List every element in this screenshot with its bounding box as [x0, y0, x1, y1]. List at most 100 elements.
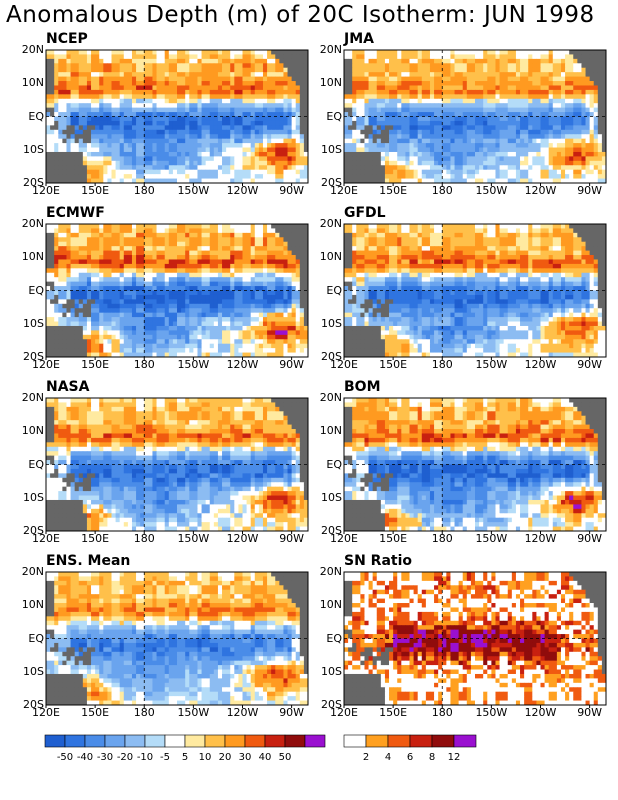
heatmap-cell: [536, 169, 541, 175]
heatmap-cell: [393, 178, 398, 184]
heatmap-cell: [536, 120, 541, 126]
heatmap-cell: [205, 63, 211, 69]
heatmap-cell: [446, 156, 451, 162]
heatmap-cell: [230, 94, 235, 100]
heatmap-cell: [295, 112, 301, 117]
heatmap-cell: [226, 156, 231, 162]
heatmap-cell: [136, 272, 141, 278]
heatmap-cell: [524, 165, 529, 171]
heatmap-cell: [160, 178, 166, 184]
heatmap-cell: [238, 151, 243, 157]
heatmap-cell: [66, 241, 71, 247]
heatmap-cell: [271, 228, 276, 234]
heatmap-cell: [262, 224, 268, 229]
heatmap-cell: [193, 255, 198, 260]
heatmap-cell: [287, 268, 293, 274]
heatmap-cell: [540, 125, 545, 131]
heatmap-cell: [144, 174, 149, 179]
heatmap-cell: [528, 160, 533, 166]
heatmap-cell: [197, 94, 202, 100]
heatmap-cell: [209, 151, 215, 157]
heatmap-cell: [376, 112, 382, 117]
heatmap-cell: [70, 81, 76, 86]
heatmap-cell: [107, 156, 112, 162]
heatmap-cell: [136, 237, 141, 243]
heatmap-cell: [479, 134, 484, 140]
heatmap-cell: [511, 156, 517, 162]
heatmap-cell: [46, 116, 51, 122]
heatmap-cell: [136, 178, 141, 184]
heatmap-cell: [164, 85, 170, 91]
heatmap-cell: [569, 129, 574, 135]
heatmap-cell: [62, 94, 67, 100]
heatmap-cell: [429, 81, 435, 86]
heatmap-cell: [364, 89, 369, 95]
heatmap-cell: [287, 63, 293, 69]
heatmap-cell: [544, 98, 550, 104]
heatmap-cell: [258, 268, 264, 274]
heatmap-cell: [254, 277, 260, 283]
heatmap-cell: [299, 241, 305, 247]
heatmap-cell: [205, 112, 211, 117]
heatmap-cell: [454, 160, 460, 166]
heatmap-cell: [127, 299, 133, 305]
heatmap-cell: [536, 76, 541, 82]
heatmap-cell: [127, 116, 133, 122]
heatmap-cell: [262, 160, 268, 166]
heatmap-cell: [152, 277, 157, 283]
heatmap-cell: [185, 147, 190, 153]
heatmap-cell: [397, 63, 402, 69]
heatmap-cell: [156, 281, 162, 287]
heatmap-cell: [573, 54, 578, 60]
heatmap-cell: [148, 294, 153, 300]
heatmap-cell: [299, 147, 305, 153]
heatmap-cell: [560, 103, 566, 109]
heatmap-cell: [234, 98, 239, 104]
heatmap-cell: [78, 165, 84, 171]
heatmap-cell: [303, 98, 309, 104]
heatmap-cell: [560, 50, 566, 55]
heatmap-cell: [405, 81, 410, 86]
heatmap-cell: [193, 224, 198, 229]
heatmap-cell: [475, 50, 480, 55]
heatmap-cell: [119, 286, 125, 291]
heatmap-cell: [119, 116, 125, 122]
heatmap-cell: [217, 255, 223, 260]
heatmap-cell: [156, 259, 162, 265]
heatmap-cell: [299, 85, 305, 91]
heatmap-cell: [283, 237, 288, 243]
heatmap-cell: [262, 174, 268, 179]
heatmap-cell: [356, 98, 361, 104]
heatmap-cell: [91, 134, 96, 140]
heatmap-cell: [197, 125, 202, 131]
heatmap-cell: [450, 81, 455, 86]
heatmap-cell: [115, 138, 121, 144]
heatmap-cell: [389, 50, 394, 55]
heatmap-cell: [552, 81, 558, 86]
heatmap-cell: [82, 94, 88, 100]
heatmap-cell: [213, 143, 219, 148]
heatmap-cell: [127, 112, 133, 117]
heatmap-cell: [581, 165, 586, 171]
heatmap-cell: [389, 134, 394, 140]
heatmap-cell: [450, 138, 455, 144]
heatmap-cell: [434, 50, 439, 55]
heatmap-cell: [140, 255, 145, 260]
heatmap-cell: [119, 134, 125, 140]
heatmap-cell: [70, 299, 76, 305]
heatmap-cell: [164, 72, 170, 77]
heatmap-cell: [499, 160, 505, 166]
heatmap-cell: [372, 178, 378, 184]
heatmap-cell: [201, 290, 207, 296]
heatmap-cell: [495, 151, 500, 157]
heatmap-cell: [177, 129, 182, 135]
heatmap-cell: [185, 160, 190, 166]
heatmap-cell: [136, 58, 141, 64]
heatmap-cell: [376, 54, 382, 60]
heatmap-cell: [560, 85, 566, 91]
heatmap-cell: [446, 67, 451, 73]
heatmap-cell: [446, 76, 451, 82]
heatmap-cell: [66, 125, 71, 131]
heatmap-cell: [287, 281, 293, 287]
heatmap-cell: [177, 250, 182, 256]
